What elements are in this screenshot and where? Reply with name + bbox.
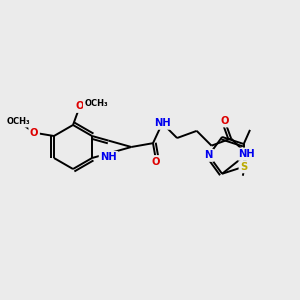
Text: N: N (205, 150, 213, 161)
Text: S: S (240, 162, 247, 172)
Text: NH: NH (100, 152, 117, 162)
Text: OCH₃: OCH₃ (84, 99, 108, 108)
Text: O: O (76, 101, 84, 111)
Text: O: O (30, 128, 38, 138)
Text: NH: NH (238, 149, 255, 159)
Text: OCH₃: OCH₃ (7, 117, 31, 126)
Text: O: O (152, 157, 160, 166)
Text: O: O (220, 116, 229, 126)
Text: NH: NH (154, 118, 171, 128)
